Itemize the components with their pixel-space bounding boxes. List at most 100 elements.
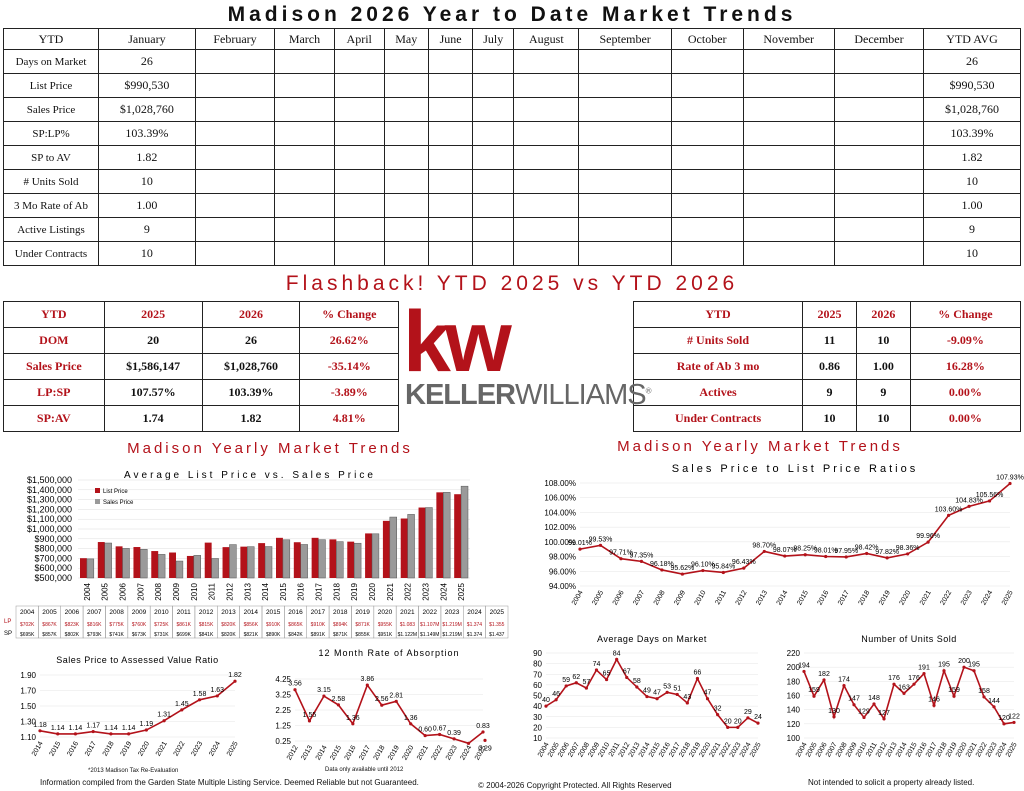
legend-swatch-lp: [95, 488, 100, 493]
ytd-cell: [194, 217, 276, 242]
ytd-cell: # Units Sold: [3, 169, 99, 194]
bar-list-price: [222, 547, 230, 578]
y-tick-label: 40: [533, 702, 542, 711]
compare-header-cell: YTD: [632, 301, 804, 328]
x-tick-label: 2011: [714, 589, 728, 606]
ytd-cell: 1.00: [98, 193, 196, 218]
ytd-header-6: June: [427, 28, 474, 50]
x-tick-label: 2004: [571, 589, 585, 606]
y-tick-label: $1,500,000: [27, 475, 72, 485]
y-tick-label: 2.25: [275, 706, 291, 715]
data-point: [922, 671, 926, 676]
x-tick-label: 2024: [439, 582, 448, 600]
x-tick-label: 2012: [225, 582, 234, 600]
y-tick-label: 180: [787, 677, 801, 686]
data-point: [483, 738, 487, 742]
data-point: [852, 703, 856, 707]
table-year: 2020: [378, 609, 393, 616]
x-tick-label: 2017: [84, 740, 98, 757]
bar-list-price: [365, 533, 372, 578]
ytd-cell: 103.39%: [923, 121, 1021, 146]
data-point: [680, 572, 684, 576]
compare-cell: DOM: [3, 327, 105, 354]
ytd-cell: [513, 49, 580, 74]
table-year: 2018: [333, 609, 348, 616]
bar-list-price: [418, 507, 426, 578]
table-year: 2011: [177, 609, 191, 616]
table-year: 2010: [154, 609, 169, 616]
data-point: [932, 703, 936, 708]
ytd-cell: [513, 97, 580, 122]
x-tick-label: 2012: [286, 744, 300, 761]
ytd-cell: [513, 193, 580, 218]
data-label: 107.93%: [996, 475, 1024, 482]
table-lp-value: $865K: [288, 622, 303, 628]
x-tick-label: 2009: [172, 582, 181, 600]
bar-sales-price: [122, 548, 130, 579]
data-label: 59: [562, 677, 570, 684]
ytd-cell: [333, 97, 385, 122]
data-point: [162, 719, 166, 723]
ytd-cell: [578, 97, 672, 122]
ytd-cell: [833, 97, 925, 122]
compare-right-table: YTD 2025 2026% Change # Units Sold 11 10 -9.09…: [632, 301, 1022, 432]
x-tick-label: 2013: [243, 582, 252, 600]
data-label: 95.84%: [711, 563, 735, 570]
x-tick-label: 2019: [120, 740, 134, 757]
data-label: 40: [542, 697, 550, 704]
ytd-cell: [833, 217, 925, 242]
table-sp-value: $731K: [154, 632, 169, 638]
data-label: 176: [888, 675, 900, 682]
ytd-cell: [333, 193, 385, 218]
ytd-cell: [833, 121, 925, 146]
ytd-cell: [274, 241, 335, 266]
x-tick-label: 2006: [119, 582, 128, 600]
table-lp-value: $861K: [176, 622, 191, 628]
ytd-cell: [742, 97, 835, 122]
compare-cell: 11: [802, 327, 857, 354]
x-tick-label: 2016: [66, 740, 80, 757]
compare-cell: 26: [201, 327, 301, 354]
compare-cell: 1.74: [103, 405, 203, 432]
data-label: 1.31: [157, 712, 171, 719]
footer-note-data: Data only available until 2012: [325, 767, 404, 773]
absorption-chart: 12 Month Rate of Absorption 0.25 1.25 2.25 3…: [275, 648, 491, 761]
data-label: 2.81: [389, 692, 403, 699]
compare-header-cell: 2026: [855, 301, 911, 328]
data-point: [721, 570, 725, 575]
compare-cell: -35.14%: [299, 353, 399, 380]
table-sp-value: $841K: [199, 632, 214, 638]
data-label: 1.36: [404, 715, 418, 722]
bar-list-price: [400, 518, 408, 578]
bar-sales-price: [175, 560, 184, 579]
x-tick-label: 2023: [190, 740, 204, 757]
x-tick-label: 2013: [300, 744, 314, 761]
x-tick-label: 2021: [919, 589, 933, 606]
ytd-cell: [194, 193, 276, 218]
bar-list-price: [293, 542, 301, 578]
bar-sales-price: [86, 558, 95, 579]
data-label: 57: [582, 679, 590, 686]
y-tick-label: 1.30: [20, 718, 36, 727]
ytd-cell: [472, 169, 515, 194]
units-sold-chart: Number of Units Sold 100 120 140 160 180 200 22…: [787, 634, 1020, 758]
ytd-header-0: YTD: [3, 28, 99, 50]
y-tick-label: 200: [787, 663, 801, 672]
ytd-cell: Sales Price: [3, 97, 99, 122]
y-tick-label: $500,000: [34, 573, 72, 583]
data-point: [598, 543, 603, 547]
bar-sales-price: [157, 554, 166, 579]
y-tick-label: 90: [533, 649, 542, 658]
right-section-heading: Madison Yearly Market Trends: [617, 438, 903, 455]
ytd-cell: [670, 73, 744, 98]
data-point: [726, 725, 730, 729]
data-label: 1.45: [175, 701, 189, 708]
data-label: 122: [1008, 713, 1020, 720]
table-lp-value: $910K: [311, 622, 326, 628]
footer-disclaimer: Information compiled from the Garden Sta…: [40, 778, 419, 787]
ytd-cell: [670, 241, 744, 266]
data-point: [862, 715, 866, 720]
ytd-cell: [274, 193, 335, 218]
data-point: [365, 683, 369, 687]
data-point: [594, 668, 599, 672]
